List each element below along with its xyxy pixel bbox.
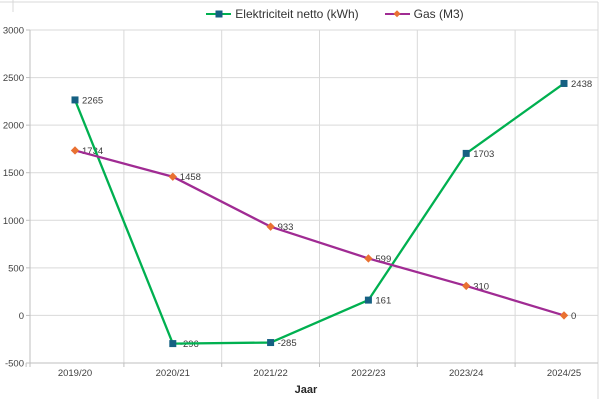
y-tick-label: 2500	[3, 73, 24, 84]
y-tick-label: 3000	[3, 26, 24, 37]
square-marker	[169, 340, 177, 348]
legend-line-sample-gas	[384, 10, 410, 18]
x-tick-label: 2019/20	[58, 368, 92, 379]
data-label: 933	[278, 222, 294, 233]
legend-square-marker-icon	[215, 10, 223, 18]
legend-label-gas: Gas (M3)	[413, 7, 464, 21]
data-label: 1734	[82, 146, 103, 157]
data-label: -285	[278, 338, 297, 349]
y-tick-label: 1000	[3, 216, 24, 227]
x-tick-label: 2020/21	[156, 368, 190, 379]
y-tick-label: -500	[5, 359, 24, 370]
legend-label-elektriciteit: Elektriciteit netto (kWh)	[235, 7, 359, 21]
data-label: 161	[375, 296, 391, 307]
data-label: 0	[571, 311, 576, 322]
square-marker	[267, 339, 275, 347]
legend-diamond-marker-icon	[393, 10, 401, 18]
data-label: 1458	[180, 172, 201, 183]
x-tick-label: 2023/24	[449, 368, 483, 379]
y-tick-label: 2000	[3, 121, 24, 132]
y-tick-label: 1500	[3, 168, 24, 179]
data-labels: 2265 -296 -285 161 1703 2438 1734 1458 933 599 310…	[82, 79, 592, 350]
data-label: 2438	[571, 79, 592, 90]
data-label: 599	[375, 254, 391, 265]
diamond-marker	[462, 281, 471, 291]
gridlines	[30, 29, 598, 363]
y-tick-label: 0	[19, 311, 24, 322]
square-marker	[364, 296, 372, 304]
x-tick-label: 2021/22	[253, 368, 287, 379]
data-label: -296	[180, 339, 199, 350]
diamond-marker	[559, 311, 569, 320]
y-tick-label: 500	[8, 263, 24, 274]
x-tick-label: 2022/23	[351, 368, 385, 379]
series-line-0	[73, 82, 566, 345]
diamond-marker	[266, 222, 275, 231]
square-marker	[560, 79, 568, 87]
chart-legend: Elektriciteit netto (kWh) Gas (M3)	[35, 7, 600, 21]
legend-line-sample-elektriciteit	[206, 10, 232, 18]
legend-item-elektriciteit[interactable]: Elektriciteit netto (kWh)	[206, 7, 359, 21]
series-markers-0	[71, 79, 568, 348]
data-label: 2265	[82, 95, 103, 106]
diamond-marker	[70, 146, 80, 155]
axes	[25, 29, 598, 367]
x-tick-label: 2024/25	[547, 368, 581, 379]
series-markers-1	[70, 146, 569, 320]
x-axis-title: Jaar	[295, 384, 318, 396]
diamond-marker	[168, 172, 177, 181]
data-label: 310	[473, 281, 489, 292]
diamond-marker	[364, 254, 373, 263]
square-marker	[71, 96, 79, 104]
square-marker	[462, 149, 470, 157]
data-label: 1703	[473, 149, 494, 160]
series-line-1	[73, 149, 566, 317]
legend-item-gas[interactable]: Gas (M3)	[384, 7, 464, 21]
